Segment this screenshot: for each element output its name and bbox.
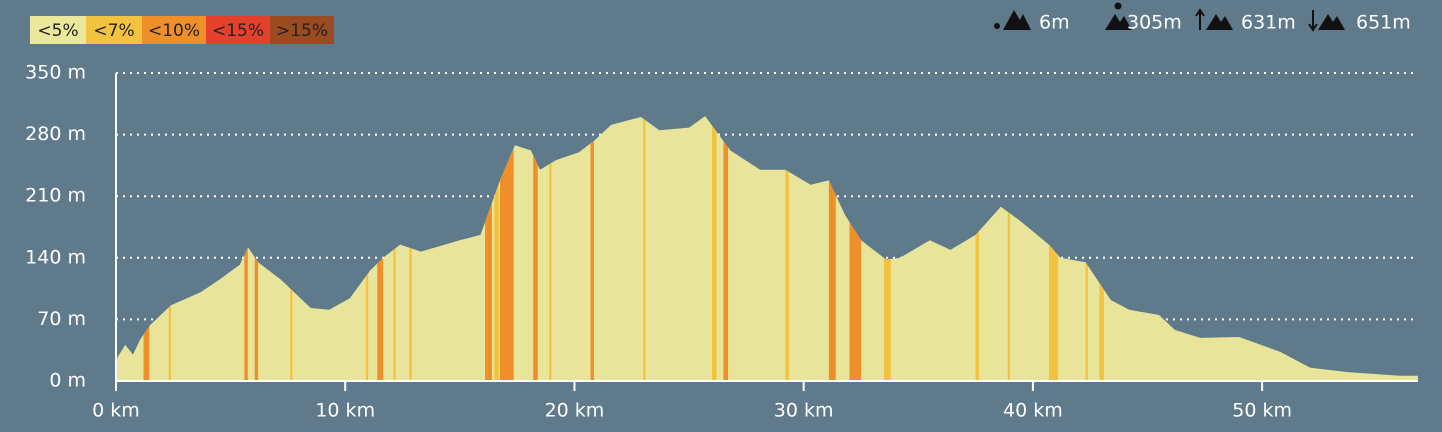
grade-stripe [409,116,412,381]
stat-label: 631m [1241,12,1296,34]
grade-stripe [1007,116,1010,381]
grade-stripe [499,116,514,381]
legend-label: <15% [212,21,264,41]
grade-stripe [785,116,789,381]
stat-label: 6m [1039,12,1070,34]
legend-label: <5% [37,21,78,41]
y-tick-label: 140 m [25,246,86,268]
legend-label: <7% [93,21,134,41]
grade-stripe [711,116,717,381]
x-tick-label: 10 km [315,400,375,422]
y-tick-label: 280 m [25,123,86,145]
x-tick-label: 50 km [1232,400,1292,422]
legend-swatch [206,16,270,44]
grade-stripe [549,116,552,381]
legend-label: >15% [276,21,328,41]
grade-stripe [975,116,980,381]
stat-label: 305m [1127,12,1182,34]
legend-swatch [142,16,206,44]
legend-swatch [86,16,142,44]
stat-label: 651m [1356,12,1411,34]
grade-stripe [494,116,499,381]
grade-stripe [723,116,729,381]
legend-label: <10% [148,21,200,41]
x-tick-label: 20 km [545,400,605,422]
legend-swatch [30,16,86,44]
y-tick-label: 70 m [37,308,86,330]
y-tick-label: 350 m [25,62,86,84]
x-tick-label: 40 km [1003,400,1063,422]
y-tick-label: 210 m [25,185,86,207]
grade-stripe [643,116,646,381]
stat-icons [994,2,1345,32]
grade-stripe [590,116,594,381]
x-tick-label: 30 km [774,400,834,422]
legend-swatch [270,16,334,44]
y-tick-label: 0 m [49,370,86,392]
elevation-area [116,116,1418,381]
grade-stripe [533,116,538,381]
grade-stripe [828,116,836,381]
grade-stripe [485,116,492,381]
x-tick-label: 0 km [92,400,140,422]
grade-stripe [849,116,861,381]
